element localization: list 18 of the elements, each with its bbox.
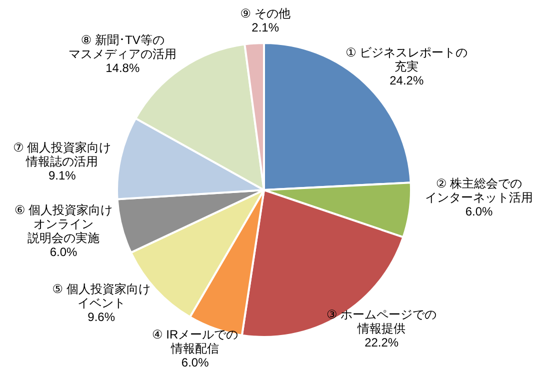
data-label: 6.0% bbox=[465, 204, 494, 218]
slice-label: ④ IRメールでの情報配信 bbox=[152, 328, 238, 356]
slice-label: ② 株主総会でのインターネット活用 bbox=[425, 176, 534, 204]
data-label: 2.1% bbox=[252, 20, 280, 35]
slice-label: ⑥ 個人投資家向けオンライン説明会の実施 bbox=[14, 203, 113, 246]
data-label: 9.6% bbox=[88, 310, 116, 324]
data-label: 24.2% bbox=[390, 74, 424, 88]
slice-label: ⑨ その他 bbox=[240, 6, 290, 21]
slice-label: ⑧ 新聞･TV等のマスメディアの活用 bbox=[68, 33, 177, 62]
slice-label: ③ ホームページでの情報提供 bbox=[326, 308, 437, 336]
slice-label: ① ビジネスレポートの充実 bbox=[346, 46, 468, 74]
data-label: 6.0% bbox=[181, 356, 210, 370]
slice-label: ⑤ 個人投資家向けイベント bbox=[52, 282, 150, 310]
data-label: 14.8% bbox=[106, 61, 140, 76]
data-label: 6.0% bbox=[50, 245, 78, 260]
slice-label: ⑦ 個人投資家向け情報誌の活用 bbox=[13, 140, 112, 169]
data-label: 9.1% bbox=[48, 168, 76, 183]
data-label: 22.2% bbox=[364, 336, 399, 350]
